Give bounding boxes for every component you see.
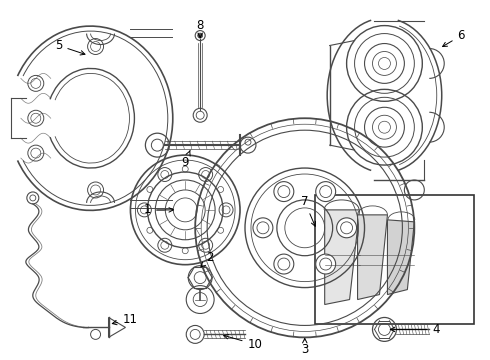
Circle shape: [253, 218, 273, 238]
Polygon shape: [358, 215, 388, 300]
Text: 3: 3: [301, 338, 309, 356]
Circle shape: [316, 182, 336, 202]
Text: 11: 11: [112, 313, 138, 326]
Text: 6: 6: [442, 29, 465, 46]
Text: 2: 2: [201, 251, 214, 267]
Text: 7: 7: [301, 195, 316, 226]
Text: 9: 9: [181, 150, 190, 168]
Circle shape: [316, 254, 336, 274]
Circle shape: [337, 218, 357, 238]
Text: 10: 10: [224, 334, 263, 351]
Circle shape: [274, 254, 294, 274]
Polygon shape: [325, 210, 360, 305]
Polygon shape: [388, 220, 415, 294]
Circle shape: [274, 182, 294, 202]
Text: 8: 8: [196, 19, 204, 38]
Polygon shape: [108, 318, 125, 337]
Circle shape: [197, 33, 203, 38]
Bar: [315, 195, 474, 324]
Text: 5: 5: [55, 39, 85, 55]
Text: 4: 4: [391, 323, 440, 336]
Text: 1: 1: [144, 203, 173, 216]
